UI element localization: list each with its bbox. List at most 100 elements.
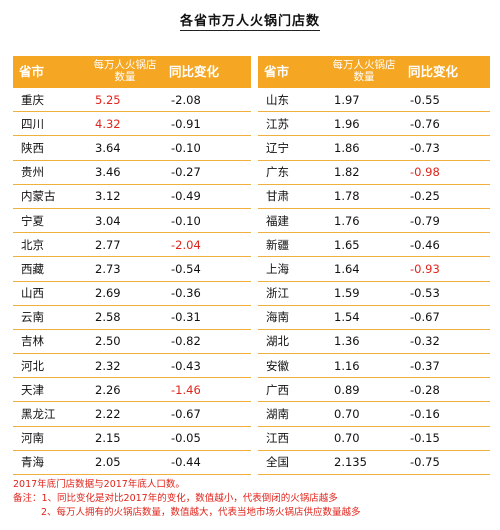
province-cell: 江苏 xyxy=(258,111,326,137)
province-cell: 四川 xyxy=(13,111,87,137)
change-cell: -0.05 xyxy=(163,426,251,451)
change-cell: -0.76 xyxy=(402,111,490,137)
province-cell: 北京 xyxy=(13,232,87,258)
stores-cell: 1.97 xyxy=(326,88,402,113)
stores-cell: 1.16 xyxy=(326,353,402,379)
change-cell: -0.44 xyxy=(163,450,251,476)
table-row: 河南 2.15 -0.05 xyxy=(13,426,251,451)
stores-cell: 2.22 xyxy=(87,401,163,427)
province-cell: 新疆 xyxy=(258,232,326,258)
table-row: 吉林 2.50 -0.82 xyxy=(13,329,251,355)
stores-cell: 0.70 xyxy=(326,401,402,427)
table-row: 浙江 1.59 -0.53 xyxy=(258,281,490,306)
stores-cell: 3.64 xyxy=(87,135,163,161)
change-cell: -0.28 xyxy=(402,377,490,403)
table-row: 北京 2.77 -2.04 xyxy=(13,232,251,258)
province-cell: 甘肃 xyxy=(258,184,326,209)
header-stores: 每万人火锅店数量 xyxy=(326,56,402,88)
province-cell: 湖北 xyxy=(258,329,326,355)
province-cell: 云南 xyxy=(13,305,87,330)
province-cell: 吉林 xyxy=(13,329,87,355)
table-row: 江苏 1.96 -0.76 xyxy=(258,111,490,137)
change-cell: -0.91 xyxy=(163,111,251,137)
stores-cell: 1.78 xyxy=(326,184,402,209)
note-line-2: 备注：1、同比变化是对比2017年的变化，数值越小，代表倒闭的火锅店越多 xyxy=(13,493,338,504)
province-cell: 河南 xyxy=(13,426,87,451)
change-cell: -0.37 xyxy=(402,353,490,379)
stores-cell: 2.77 xyxy=(87,232,163,258)
change-cell: -0.75 xyxy=(402,450,490,476)
province-cell: 宁夏 xyxy=(13,208,87,234)
province-cell: 黑龙江 xyxy=(13,401,87,427)
province-cell: 天津 xyxy=(13,377,87,403)
stores-cell: 2.58 xyxy=(87,305,163,330)
province-cell: 福建 xyxy=(258,208,326,234)
table-row: 西藏 2.73 -0.54 xyxy=(13,256,251,282)
province-cell: 江西 xyxy=(258,426,326,451)
change-cell: -0.49 xyxy=(163,184,251,209)
table-row: 宁夏 3.04 -0.10 xyxy=(13,208,251,234)
province-cell: 内蒙古 xyxy=(13,184,87,209)
stores-cell: 1.54 xyxy=(326,305,402,330)
province-cell: 广东 xyxy=(258,160,326,185)
change-cell: -0.93 xyxy=(402,256,490,282)
table-row: 内蒙古 3.12 -0.49 xyxy=(13,184,251,209)
table-row: 海南 1.54 -0.67 xyxy=(258,305,490,330)
table-row: 广东 1.82 -0.98 xyxy=(258,160,490,185)
change-cell: -0.25 xyxy=(402,184,490,209)
province-cell: 重庆 xyxy=(13,88,87,113)
stores-cell: 1.36 xyxy=(326,329,402,355)
change-cell: -0.46 xyxy=(402,232,490,258)
province-cell: 陕西 xyxy=(13,135,87,161)
province-cell: 广西 xyxy=(258,377,326,403)
province-cell: 全国 xyxy=(258,450,326,476)
table-row: 广西 0.89 -0.28 xyxy=(258,377,490,403)
table-row: 辽宁 1.86 -0.73 xyxy=(258,135,490,161)
change-cell: -0.67 xyxy=(402,305,490,330)
stores-cell: 1.86 xyxy=(326,135,402,161)
change-cell: -0.15 xyxy=(402,426,490,451)
change-cell: -0.79 xyxy=(402,208,490,234)
change-cell: -0.43 xyxy=(163,353,251,379)
change-cell: -0.55 xyxy=(402,88,490,113)
change-cell: -0.10 xyxy=(163,135,251,161)
table-row: 上海 1.64 -0.93 xyxy=(258,256,490,282)
stores-cell: 1.59 xyxy=(326,281,402,306)
change-cell: -0.53 xyxy=(402,281,490,306)
footnotes: 2017年底门店数据与2017年底人口数。 备注：1、同比变化是对比2017年的… xyxy=(13,478,493,520)
stores-cell: 1.96 xyxy=(326,111,402,137)
table-row: 全国 2.135 -0.75 xyxy=(258,450,490,476)
province-cell: 辽宁 xyxy=(258,135,326,161)
table-row: 新疆 1.65 -0.46 xyxy=(258,232,490,258)
hotpot-table-right: 省市 每万人火锅店数量 同比变化 山东 1.97 -0.55 江苏 1.96 -0.76 辽… xyxy=(258,56,490,476)
province-cell: 上海 xyxy=(258,256,326,282)
province-cell: 海南 xyxy=(258,305,326,330)
province-cell: 山东 xyxy=(258,88,326,113)
header-change: 同比变化 xyxy=(163,56,251,88)
table-row: 云南 2.58 -0.31 xyxy=(13,305,251,330)
province-cell: 河北 xyxy=(13,353,87,379)
hotpot-table-left: 省市 每万人火锅店数量 同比变化 重庆 5.25 -2.08 四川 4.32 -0.91 陕… xyxy=(13,56,251,476)
table-row: 江西 0.70 -0.15 xyxy=(258,426,490,451)
change-cell: -0.67 xyxy=(163,401,251,427)
stores-cell: 2.05 xyxy=(87,450,163,476)
stores-cell: 0.70 xyxy=(326,426,402,451)
table-row: 山西 2.69 -0.36 xyxy=(13,281,251,306)
province-cell: 青海 xyxy=(13,450,87,476)
header-province: 省市 xyxy=(258,56,326,88)
change-cell: -0.10 xyxy=(163,208,251,234)
change-cell: -0.16 xyxy=(402,401,490,427)
page-title: 各省市万人火锅门店数 xyxy=(179,14,320,29)
table-row: 甘肃 1.78 -0.25 xyxy=(258,184,490,209)
stores-cell: 3.12 xyxy=(87,184,163,209)
province-cell: 浙江 xyxy=(258,281,326,306)
stores-cell: 2.69 xyxy=(87,281,163,306)
change-cell: -0.36 xyxy=(163,281,251,306)
stores-cell: 5.25 xyxy=(87,88,163,113)
stores-cell: 4.32 xyxy=(87,111,163,137)
header-stores: 每万人火锅店数量 xyxy=(87,56,163,88)
stores-cell: 2.32 xyxy=(87,353,163,379)
province-cell: 安徽 xyxy=(258,353,326,379)
header-change: 同比变化 xyxy=(402,56,490,88)
province-cell: 贵州 xyxy=(13,160,87,185)
